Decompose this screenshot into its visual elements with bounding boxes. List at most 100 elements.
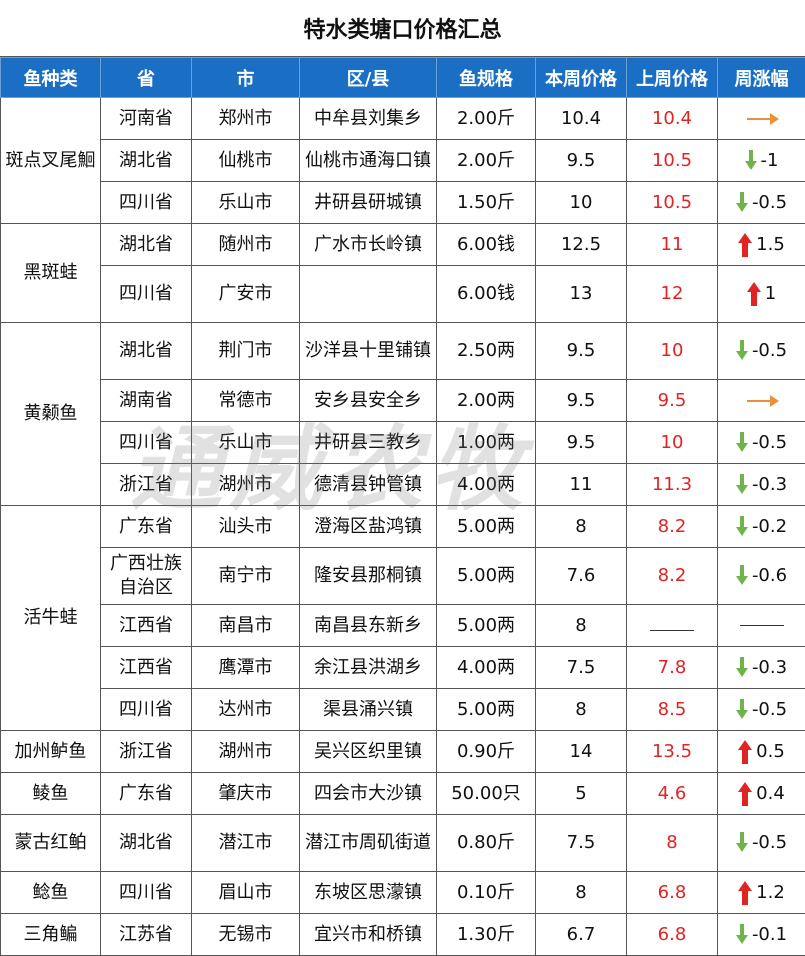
province-cell: 浙江省 [101,464,192,506]
change-value: -0.3 [752,656,787,680]
this-week-price-cell: 7.6 [536,548,627,605]
city-cell: 南昌市 [192,605,300,647]
spec-cell: 4.00两 [437,647,536,689]
province-cell: 广西壮族自治区 [101,548,192,605]
this-week-price-cell: 8 [536,506,627,548]
this-week-price-cell: 8 [536,689,627,731]
weekly-change-cell [718,98,805,140]
arrow-down-icon [736,565,748,587]
last-week-price-cell: 11 [627,224,718,266]
arrow-down-icon [736,657,748,679]
weekly-change-cell: -0.6 [718,548,805,605]
spec-cell: 2.50两 [437,323,536,380]
arrow-up-icon [738,740,752,764]
fish-type-cell: 活牛蛙 [1,506,101,731]
change-indicator: -0.5 [720,191,803,215]
city-cell: 郑州市 [192,98,300,140]
province-cell: 广东省 [101,773,192,815]
table-title: 特水类塘口价格汇总 [0,0,805,57]
change-indicator: -0.3 [720,473,803,497]
province-cell: 浙江省 [101,731,192,773]
header-spec: 鱼规格 [437,58,536,98]
last-week-price-cell: 8.2 [627,506,718,548]
spec-cell: 6.00钱 [437,266,536,323]
this-week-price-cell: 9.5 [536,422,627,464]
district-cell: 四会市大沙镇 [300,773,437,815]
weekly-change-cell: -0.5 [718,815,805,872]
change-indicator: 1.2 [720,881,803,905]
change-indicator [720,625,803,626]
spec-cell: 0.80斤 [437,815,536,872]
district-cell: 宜兴市和桥镇 [300,914,437,956]
change-value: 1.5 [756,233,785,257]
province-cell: 湖北省 [101,815,192,872]
province-cell: 四川省 [101,689,192,731]
change-value: -0.5 [752,191,787,215]
fish-type-cell: 鲮鱼 [1,773,101,815]
change-value: -0.2 [752,515,787,539]
city-cell: 常德市 [192,380,300,422]
this-week-price-cell: 10.4 [536,98,627,140]
change-indicator: -0.2 [720,515,803,539]
header-fish-type: 鱼种类 [1,58,101,98]
weekly-change-cell: -0.2 [718,506,805,548]
district-cell: 井研县研城镇 [300,182,437,224]
city-cell: 鹰潭市 [192,647,300,689]
change-indicator: 0.4 [720,782,803,806]
province-cell: 四川省 [101,266,192,323]
change-value: -0.5 [752,431,787,455]
change-indicator: 1.5 [720,233,803,257]
header-last-week-price: 上周价格 [627,58,718,98]
fish-type-cell: 斑点叉尾鮰 [1,98,101,224]
province-cell: 广东省 [101,506,192,548]
province-cell: 江西省 [101,647,192,689]
district-cell: 中牟县刘集乡 [300,98,437,140]
change-value: -0.5 [752,698,787,722]
last-week-price-cell [627,605,718,647]
change-indicator: -0.3 [720,656,803,680]
district-cell: 德清县钟管镇 [300,464,437,506]
change-value: 0.4 [756,782,785,806]
last-week-price-cell: 10.5 [627,182,718,224]
last-week-price-cell: 8.5 [627,689,718,731]
fish-type-cell: 黄颡鱼 [1,323,101,506]
this-week-price-cell: 8 [536,605,627,647]
change-value: 0.5 [756,740,785,764]
spec-cell: 6.00钱 [437,224,536,266]
arrow-down-icon [736,474,748,496]
change-indicator [720,118,803,120]
change-value: -0.5 [752,831,787,855]
spec-cell: 2.00斤 [437,140,536,182]
province-cell: 四川省 [101,422,192,464]
weekly-change-cell: -0.5 [718,182,805,224]
change-value: -0.3 [752,473,787,497]
weekly-change-cell [718,380,805,422]
change-indicator: 1 [720,282,803,306]
this-week-price-cell: 6.7 [536,914,627,956]
weekly-change-cell: -0.5 [718,422,805,464]
last-week-price-cell: 13.5 [627,731,718,773]
header-district: 区/县 [300,58,437,98]
province-cell: 湖北省 [101,140,192,182]
change-indicator: -0.6 [720,564,803,588]
arrow-down-icon [736,432,748,454]
province-cell: 湖北省 [101,323,192,380]
change-indicator: -0.5 [720,698,803,722]
spec-cell: 5.00两 [437,689,536,731]
this-week-price-cell: 10 [536,182,627,224]
district-cell: 沙洋县十里铺镇 [300,323,437,380]
header-province: 省 [101,58,192,98]
last-week-price-cell: 8.2 [627,548,718,605]
district-cell: 安乡县安全乡 [300,380,437,422]
fish-type-cell: 黑斑蛙 [1,224,101,323]
arrow-up-icon [738,233,752,257]
spec-cell: 1.30斤 [437,914,536,956]
